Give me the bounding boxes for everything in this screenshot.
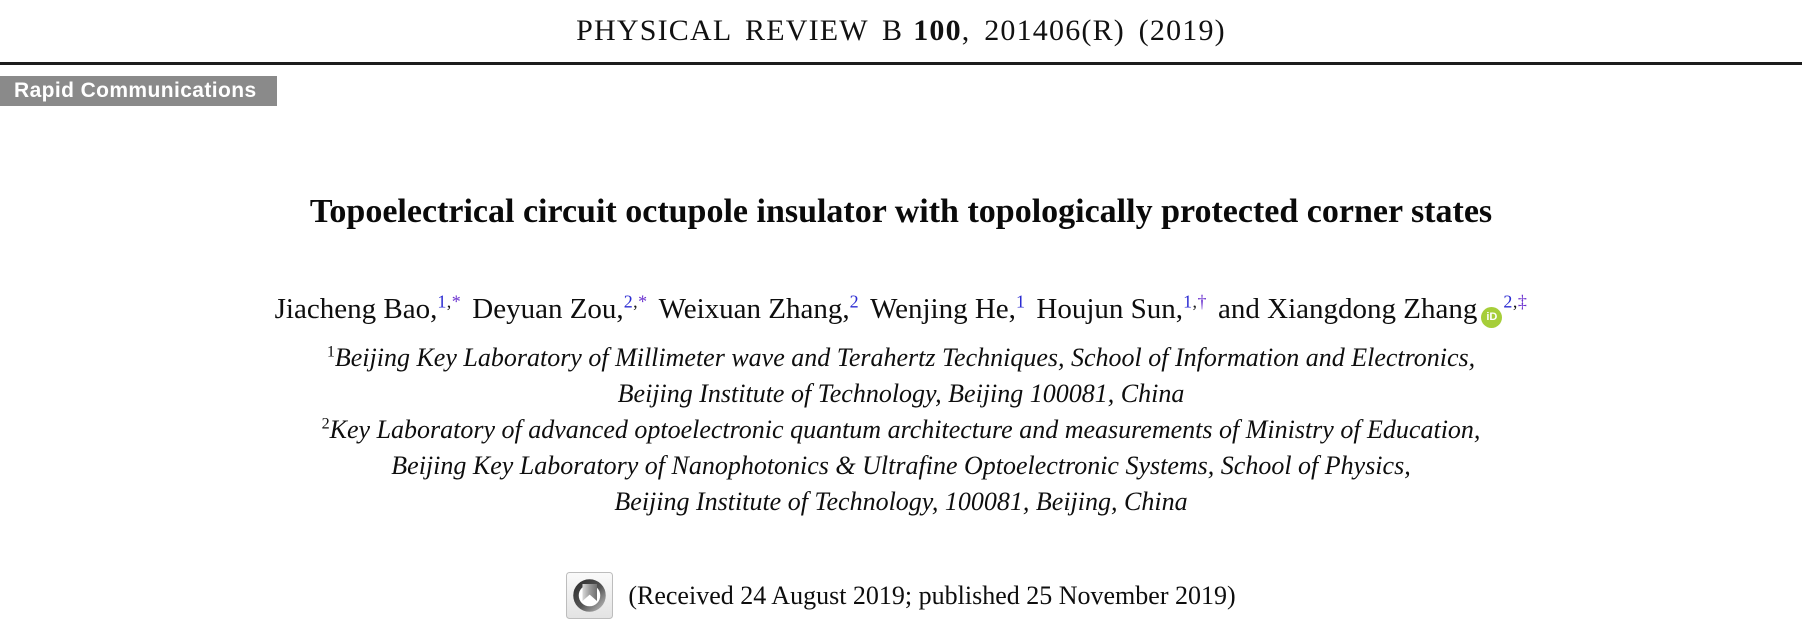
author: Wenjing He,1: [870, 291, 1026, 325]
author: and Xiangdong Zhang iD2,‡: [1218, 291, 1528, 328]
badge-label: Rapid Communications: [14, 79, 257, 102]
affiliation-text: Beijing Key Laboratory of Millimeter wav…: [334, 343, 1476, 372]
author-name: Weixuan Zhang,: [658, 293, 850, 325]
affiliation-text: Beijing Key Laboratory of Nanophotonics …: [391, 451, 1411, 480]
journal-header: PHYSICAL REVIEW B 100, 201406(R) (2019): [0, 10, 1802, 52]
affiliation-text: Beijing Institute of Technology, Beijing…: [617, 379, 1185, 408]
author-name: Deyuan Zou,: [472, 293, 624, 325]
affiliation-line: Beijing Institute of Technology, 100081,…: [0, 484, 1802, 520]
affiliation-text: Key Laboratory of advanced optoelectroni…: [329, 415, 1481, 444]
author-affiliation-marks: 2: [849, 291, 860, 312]
affiliation-line: 2Key Laboratory of advanced optoelectron…: [0, 412, 1802, 448]
received-published-text: (Received 24 August 2019; published 25 N…: [628, 581, 1236, 610]
affiliation-line: 1Beijing Key Laboratory of Millimeter wa…: [0, 340, 1802, 376]
author-name: Wenjing He,: [870, 293, 1016, 325]
author: Deyuan Zou,2,*: [472, 291, 648, 325]
author-affiliation-marks: 2,‡: [1503, 291, 1528, 312]
author: Houjun Sun,1,†: [1036, 291, 1208, 325]
journal-volume: 100: [913, 14, 962, 47]
author-name: and Xiangdong Zhang: [1218, 293, 1478, 325]
paper-title: Topoelectrical circuit octupole insulato…: [309, 193, 1493, 230]
author-name: Houjun Sun,: [1036, 293, 1184, 325]
header-divider: [0, 62, 1802, 65]
author: Jiacheng Bao,1,*: [274, 291, 462, 325]
affiliation-number: 1: [326, 343, 335, 361]
dates-row: (Received 24 August 2019; published 25 N…: [0, 572, 1802, 619]
author-affiliation-marks: 1,*: [437, 291, 462, 312]
affiliation-line: Beijing Key Laboratory of Nanophotonics …: [0, 448, 1802, 484]
affiliations-block: 1Beijing Key Laboratory of Millimeter wa…: [0, 340, 1802, 520]
rapid-communications-badge: Rapid Communications: [0, 76, 277, 106]
affiliation-number: 2: [321, 415, 330, 433]
affiliation-line: Beijing Institute of Technology, Beijing…: [0, 376, 1802, 412]
author-affiliation-marks: 2,*: [623, 291, 648, 312]
author-affiliation-marks: 1: [1015, 291, 1026, 312]
crossmark-update-icon[interactable]: [566, 572, 614, 619]
affiliation-text: Beijing Institute of Technology, 100081,…: [614, 487, 1188, 516]
journal-article-number: , 201406(R) (2019): [961, 14, 1226, 47]
journal-name: PHYSICAL REVIEW B: [576, 14, 904, 47]
author-line: Jiacheng Bao,1,* Deyuan Zou,2,* Weixuan Zh…: [0, 286, 1802, 332]
orcid-icon[interactable]: iD: [1481, 307, 1503, 328]
author-name: Jiacheng Bao,: [274, 293, 438, 325]
author: Weixuan Zhang,2: [658, 291, 860, 325]
author-affiliation-marks: 1,†: [1183, 291, 1208, 312]
